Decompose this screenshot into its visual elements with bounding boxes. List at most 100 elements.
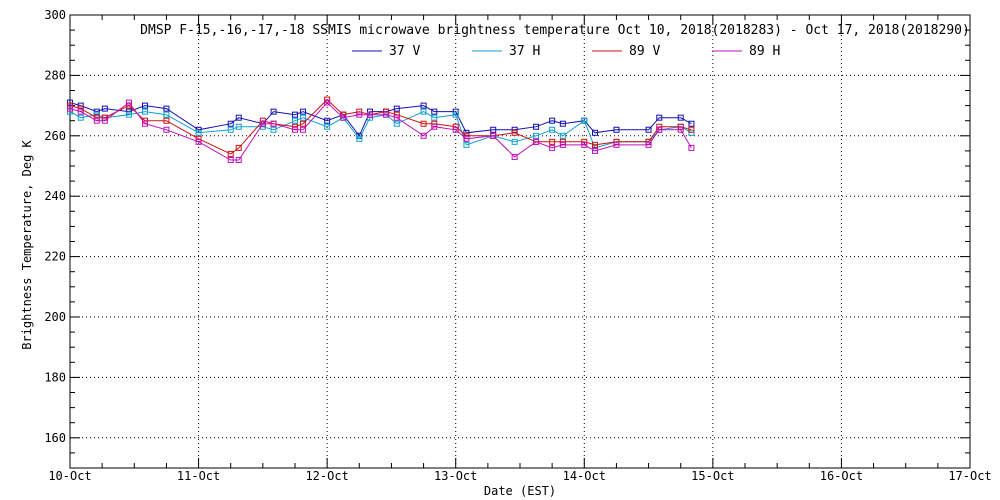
data-point [511,153,518,160]
data-point [463,135,470,142]
legend: 37 V 37 H 89 V 89 H [352,44,780,59]
data-point [77,108,84,115]
data-point [300,108,307,115]
data-point [101,105,108,112]
data-point [163,111,170,118]
data-point [549,144,556,151]
data-point [142,108,148,115]
data-point [559,141,566,148]
data-point [393,114,400,121]
data-point [292,111,298,118]
data-point [420,108,427,115]
data-point [431,108,438,115]
x-tick-label: 17-Oct [948,469,991,483]
x-tick-labels: 10-Oct 11-Oct 12-Oct 13-Oct 14-Oct 15-Oct 16-O… [48,469,991,483]
y-tick-label: 280 [44,68,66,82]
data-point [549,138,556,145]
data-point [235,156,242,163]
y-tick-label: 220 [44,250,66,264]
data-point [77,114,84,121]
data-point [324,99,331,106]
data-series [67,96,695,163]
data-point [559,120,566,127]
data-point [463,141,470,148]
data-point [656,114,663,121]
x-tick-label: 13-Oct [434,469,477,483]
data-point [511,129,518,136]
data-point [356,111,363,118]
data-point [292,123,298,130]
data-point [511,126,518,133]
data-point [533,132,540,139]
data-point [67,99,73,106]
data-point [163,117,170,124]
data-point [393,120,400,127]
x-tick-label: 11-Oct [177,469,220,483]
data-point [227,126,234,133]
data-point [613,141,620,148]
legend-label: 37 V [389,44,420,59]
data-point [533,138,540,145]
data-point [688,120,695,127]
data-point [420,120,427,127]
y-tick-label: 240 [44,189,66,203]
data-point [549,117,556,124]
data-point [420,132,427,139]
data-point [393,105,400,112]
data-point [613,126,620,133]
data-point [677,123,684,130]
data-point [292,126,298,133]
legend-item: 37 H [472,44,540,59]
y-tick-label: 260 [44,129,66,143]
data-point [592,129,598,136]
data-point [67,102,73,109]
data-point [142,102,148,109]
data-point [688,126,695,133]
data-point [431,114,438,121]
legend-label: 89 V [629,44,660,59]
data-point [581,141,588,148]
data-point [324,123,331,130]
y-tick-label: 180 [44,370,66,384]
data-point [452,111,459,118]
data-point [163,126,170,133]
data-point [677,114,684,121]
data-point [324,117,331,124]
data-point [270,126,277,133]
data-point [592,141,598,148]
data-point [356,108,363,115]
series-line [69,111,692,149]
data-point [67,108,73,115]
legend-label: 89 H [749,44,780,59]
data-point [383,108,390,115]
data-point [688,129,695,136]
data-point [656,123,663,130]
data-point [581,138,588,145]
data-point [300,126,307,133]
data-point [656,126,663,133]
data-point [235,114,242,121]
data-point [511,138,518,145]
y-tick-label: 160 [44,431,66,445]
series-89-h [67,99,695,163]
chart-title: DMSP F-15,-16,-17,-18 SSMIS microwave br… [140,23,970,38]
data-point [300,120,307,127]
legend-item: 37 V [352,44,420,59]
y-tick-labels: 160 180 200 220 240 260 280 300 [44,8,66,445]
legend-item: 89 H [712,44,780,59]
data-point [259,120,266,127]
x-tick-label: 10-Oct [48,469,91,483]
data-point [142,120,148,127]
data-point [300,114,307,121]
data-point [227,156,234,163]
x-tick-label: 12-Oct [305,469,348,483]
data-point [490,126,497,133]
data-point [227,150,234,157]
legend-item: 89 V [592,44,660,59]
data-point [367,108,373,115]
data-point [292,117,298,124]
data-point [559,138,566,145]
data-point [393,111,400,118]
plot-frame [69,14,971,469]
